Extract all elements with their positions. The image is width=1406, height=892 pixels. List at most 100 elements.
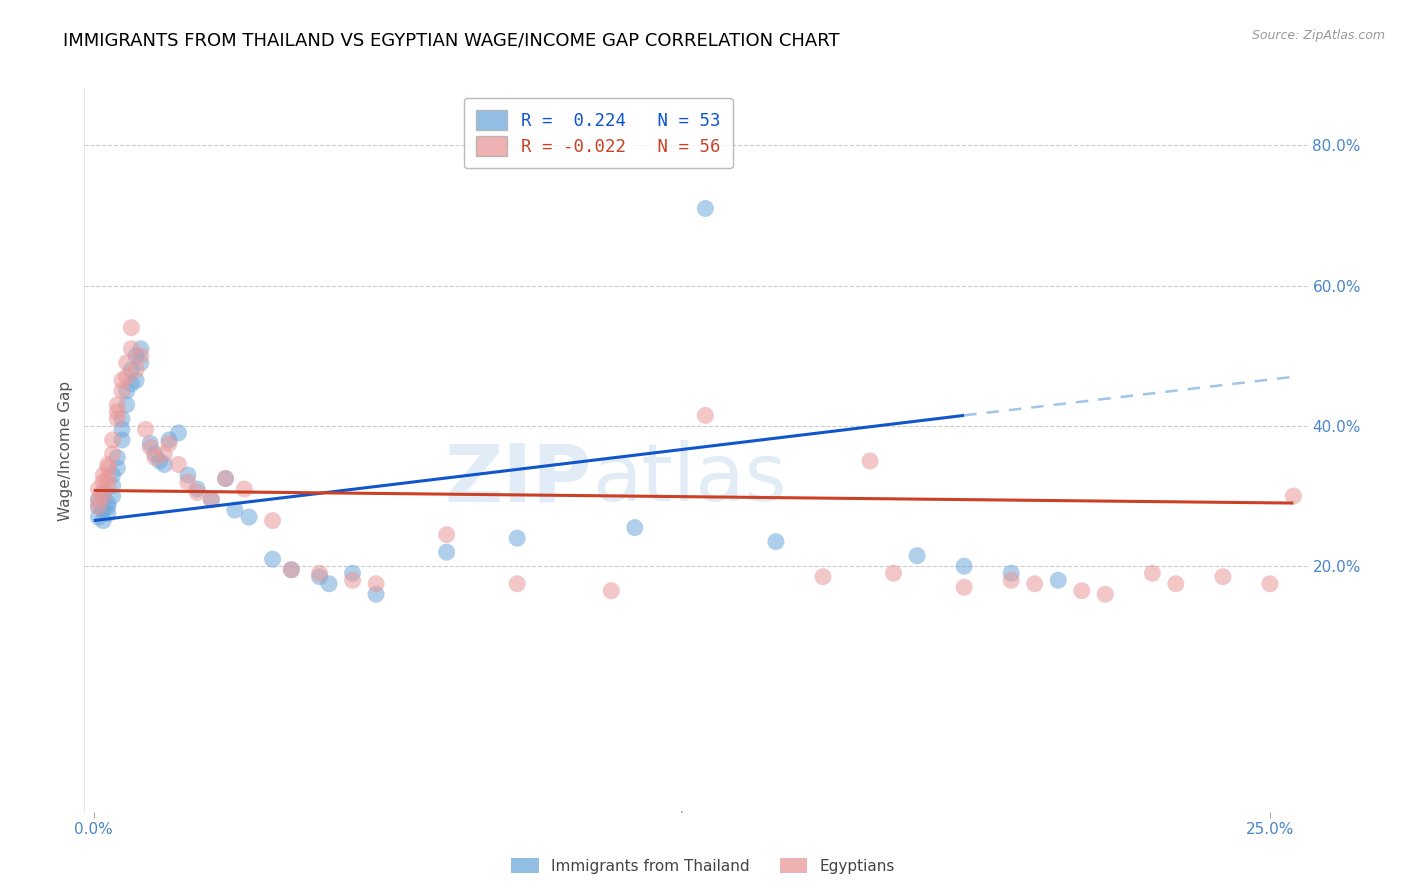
Legend: Immigrants from Thailand, Egyptians: Immigrants from Thailand, Egyptians [505, 852, 901, 880]
Point [186, 482, 208, 496]
Point [91, 489, 114, 503]
Point [200, 492, 222, 507]
Point [87, 500, 110, 514]
Point [153, 447, 176, 461]
Text: Source: ZipAtlas.com: Source: ZipAtlas.com [1251, 29, 1385, 42]
Point [139, 440, 162, 454]
Point [105, 412, 128, 426]
Point [87, 500, 110, 514]
Point [157, 433, 180, 447]
Text: atlas: atlas [592, 441, 786, 518]
Point [1212, 570, 1234, 584]
Point [115, 384, 138, 398]
Point [1282, 489, 1305, 503]
Point [105, 461, 128, 475]
Point [186, 485, 208, 500]
Point [111, 433, 134, 447]
Point [115, 398, 138, 412]
Point [101, 489, 124, 503]
Point [111, 384, 134, 398]
Point [91, 485, 114, 500]
Point [1000, 566, 1022, 581]
Point [97, 461, 120, 475]
Point [318, 576, 340, 591]
Point [125, 363, 148, 377]
Point [91, 503, 114, 517]
Point [214, 471, 236, 485]
Point [87, 492, 110, 507]
Point [120, 320, 142, 334]
Point [953, 580, 976, 594]
Point [280, 563, 302, 577]
Point [135, 422, 157, 436]
Point [97, 507, 120, 521]
Point [129, 342, 152, 356]
Point [139, 436, 162, 450]
Point [167, 458, 190, 472]
Point [87, 482, 110, 496]
Point [624, 521, 647, 535]
Point [143, 450, 166, 465]
Point [262, 552, 284, 566]
Point [125, 349, 148, 363]
Point [87, 492, 110, 507]
Point [905, 549, 928, 563]
Point [695, 202, 717, 216]
Point [105, 398, 128, 412]
Point [1258, 576, 1281, 591]
Point [811, 570, 834, 584]
Point [129, 349, 152, 363]
Point [115, 369, 138, 384]
Point [1142, 566, 1164, 581]
Point [177, 475, 200, 489]
Y-axis label: Wage/Income Gap: Wage/Income Gap [58, 380, 73, 521]
Point [120, 363, 142, 377]
Legend: R =  0.224   N = 53, R = -0.022   N = 56: R = 0.224 N = 53, R = -0.022 N = 56 [464, 98, 733, 169]
Point [177, 468, 200, 483]
Point [97, 478, 120, 492]
Point [91, 475, 114, 489]
Point [167, 425, 190, 440]
Point [308, 566, 330, 581]
Point [506, 576, 529, 591]
Point [105, 450, 128, 465]
Point [953, 559, 976, 574]
Point [149, 454, 172, 468]
Point [1047, 573, 1070, 587]
Point [120, 342, 142, 356]
Point [111, 373, 134, 387]
Point [111, 412, 134, 426]
Point [97, 471, 120, 485]
Point [97, 496, 120, 510]
Point [1164, 576, 1187, 591]
Point [143, 447, 166, 461]
Point [308, 570, 330, 584]
Point [115, 356, 138, 370]
Point [91, 514, 114, 528]
Point [765, 534, 787, 549]
Point [214, 471, 236, 485]
Point [111, 422, 134, 436]
Point [87, 510, 110, 524]
Point [91, 468, 114, 483]
Point [1024, 576, 1046, 591]
Point [125, 373, 148, 387]
Point [859, 454, 882, 468]
Point [91, 489, 114, 503]
Point [101, 433, 124, 447]
Point [101, 447, 124, 461]
Point [436, 527, 458, 541]
Point [97, 500, 120, 514]
Point [342, 566, 364, 581]
Point [120, 376, 142, 391]
Point [153, 458, 176, 472]
Point [157, 436, 180, 450]
Point [1094, 587, 1116, 601]
Point [1070, 583, 1092, 598]
Point [1000, 573, 1022, 587]
Point [600, 583, 623, 598]
Point [238, 510, 260, 524]
Point [233, 482, 256, 496]
Point [262, 514, 284, 528]
Point [364, 576, 387, 591]
